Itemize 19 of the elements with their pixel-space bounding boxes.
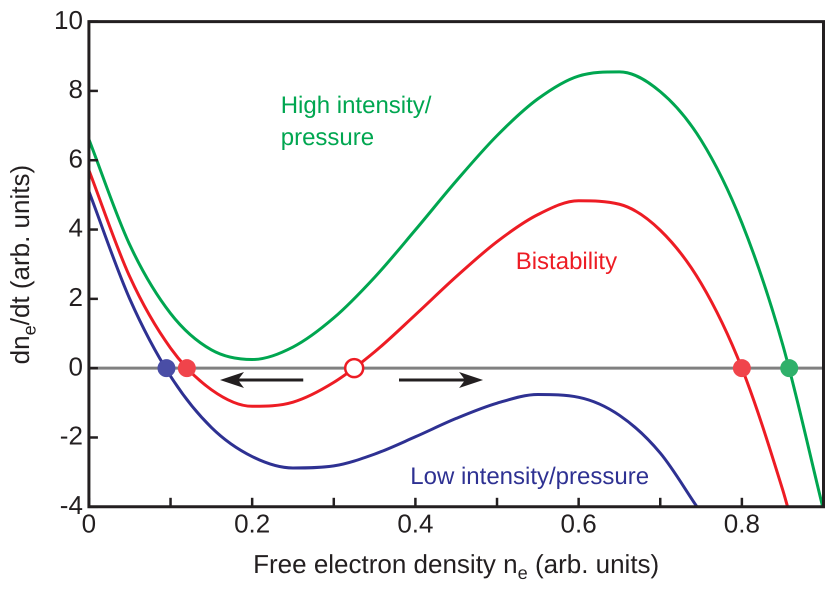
x-tick-label: 0.4 <box>397 508 434 539</box>
y-tick-label: 6 <box>68 143 83 174</box>
line-series <box>88 70 824 507</box>
y-tick-label: -2 <box>60 420 83 451</box>
x-tick-label: 0.8 <box>724 508 760 539</box>
x-tick-label: 0.6 <box>560 508 597 539</box>
y-tick-label: -4 <box>60 490 83 520</box>
y-tick-label: 8 <box>68 74 83 104</box>
y-tick-label: 4 <box>68 212 83 243</box>
series-label: Low intensity/pressure <box>410 462 650 490</box>
y-tick-label: 10 <box>54 4 83 35</box>
x-axis-title: Free electron density n$_{e}$ (arb. units) <box>252 548 660 584</box>
y-tick-label: 0 <box>68 351 83 382</box>
x-tick-label: 0.2 <box>234 508 270 539</box>
line-series <box>88 190 698 507</box>
series-label: Bistability <box>516 248 618 276</box>
line-series <box>88 168 790 507</box>
y-tick-label: 2 <box>68 282 83 312</box>
series-label: High intensity/pressure <box>280 92 432 152</box>
